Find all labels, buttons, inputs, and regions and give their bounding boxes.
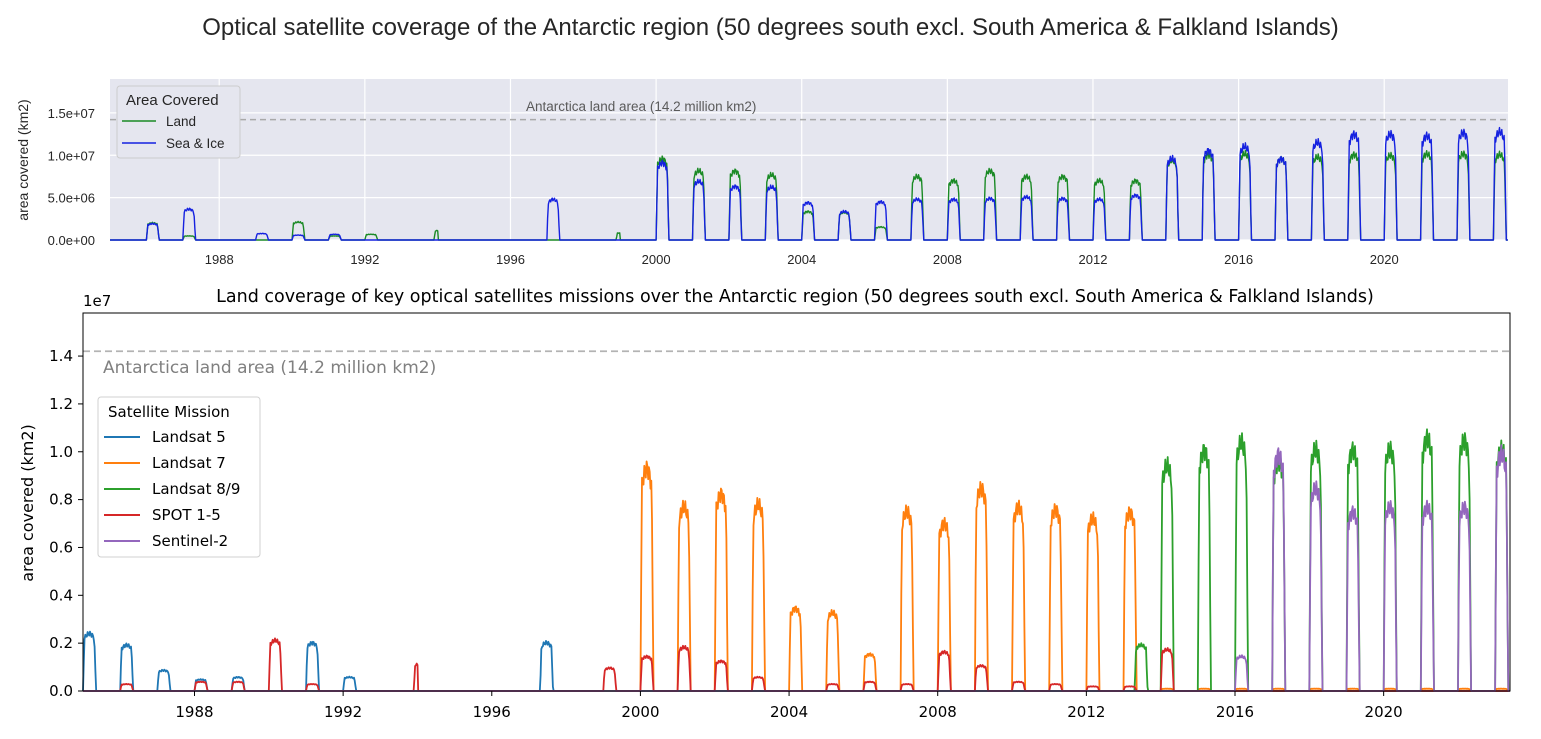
- x-tick-label: 2008: [933, 252, 962, 267]
- bottom-legend-label-sentinel-2: Sentinel-2: [152, 532, 228, 550]
- y-tick-label: 5.0e+06: [48, 191, 95, 206]
- bottom-land-area-annotation: Antarctica land area (14.2 million km2): [103, 358, 436, 378]
- top-legend-label-sea-ice: Sea & Ice: [166, 136, 225, 151]
- bottom-series-group: [82, 428, 1510, 692]
- x-tick-label: 2020: [1365, 703, 1403, 721]
- y-tick-label: 1.5e+07: [48, 106, 95, 121]
- top-chart: 0.0e+00 5.0e+06 1.0e+07 1.5e+07 1988 1992 199…: [15, 79, 1508, 267]
- bottom-plot-frame: [82, 312, 1511, 692]
- x-tick-label: 2012: [1079, 252, 1108, 267]
- y-tick-label: 0.6: [49, 538, 73, 556]
- figure-title: Optical satellite coverage of the Antarc…: [202, 14, 1339, 41]
- x-tick-label: 1992: [350, 252, 379, 267]
- y-tick-label: 0.8: [49, 491, 73, 509]
- bottom-y-tick-labels: 0.0 0.2 0.4 0.6 0.8 1.0 1.2 1.4: [49, 347, 83, 700]
- bottom-chart-title: Land coverage of key optical satellites …: [216, 287, 1374, 307]
- y-tick-label: 0.0: [49, 682, 73, 700]
- x-tick-label: 2000: [621, 703, 659, 721]
- top-series-group: [110, 126, 1508, 241]
- y-tick-label: 1.2: [49, 395, 73, 413]
- top-series-line-sea-ice: [110, 126, 1508, 241]
- x-tick-label: 2004: [787, 252, 816, 267]
- x-tick-label: 1988: [175, 703, 213, 721]
- top-legend-box: [116, 85, 241, 159]
- x-tick-label: 2000: [642, 252, 671, 267]
- y-tick-label: 1.4: [49, 347, 73, 365]
- top-plot-background: [110, 79, 1508, 240]
- x-tick-label: 1992: [324, 703, 362, 721]
- bottom-y-axis-label: area covered (km2): [18, 424, 37, 582]
- y-tick-label: 0.0e+00: [48, 233, 95, 248]
- y-tick-label: 0.2: [49, 634, 73, 652]
- x-tick-label: 1996: [473, 703, 511, 721]
- x-tick-label: 1996: [496, 252, 525, 267]
- bottom-series-line-landsat-8-9: [82, 428, 1510, 692]
- top-y-axis-label: area covered (km2): [15, 99, 31, 220]
- top-legend: Area Covered Land Sea & Ice: [116, 85, 241, 159]
- top-legend-label-land: Land: [166, 114, 196, 129]
- bottom-legend-label-spot: SPOT 1-5: [152, 506, 221, 524]
- x-tick-label: 2012: [1067, 703, 1105, 721]
- top-y-tick-labels: 0.0e+00 5.0e+06 1.0e+07 1.5e+07: [48, 106, 95, 248]
- bottom-legend-label-landsat-8-9: Landsat 8/9: [152, 480, 240, 498]
- bottom-series-line-landsat-5: [82, 630, 1510, 692]
- bottom-legend-title: Satellite Mission: [108, 403, 230, 421]
- bottom-series-line-sentinel-2: [82, 444, 1510, 692]
- bottom-legend-label-landsat-5: Landsat 5: [152, 428, 226, 446]
- x-tick-label: 2004: [770, 703, 808, 721]
- top-x-tick-labels: 1988 1992 1996 2000 2004 2008 2012 2016 2020: [205, 252, 1399, 267]
- x-tick-label: 2016: [1216, 703, 1254, 721]
- bottom-legend-label-landsat-7: Landsat 7: [152, 454, 226, 472]
- bottom-series-line-spot-1-5: [82, 637, 1510, 692]
- x-tick-label: 1988: [205, 252, 234, 267]
- bottom-y-offset-label: 1e7: [83, 292, 111, 310]
- y-tick-label: 0.4: [49, 586, 73, 604]
- bottom-x-tick-labels: 1988 1992 1996 2000 2004 2008 2012 2016 2020: [175, 691, 1403, 721]
- x-tick-label: 2016: [1224, 252, 1253, 267]
- bottom-series-line-landsat-7: [82, 460, 1510, 692]
- top-land-area-annotation: Antarctica land area (14.2 million km2): [526, 99, 756, 114]
- bottom-chart: Land coverage of key optical satellites …: [18, 287, 1511, 721]
- bottom-legend: Satellite Mission Landsat 5 Landsat 7 La…: [97, 396, 261, 558]
- y-tick-label: 1.0e+07: [48, 148, 95, 163]
- x-tick-label: 2020: [1370, 252, 1399, 267]
- x-tick-label: 2008: [919, 703, 957, 721]
- y-tick-label: 1.0: [49, 443, 73, 461]
- top-legend-title: Area Covered: [126, 92, 219, 109]
